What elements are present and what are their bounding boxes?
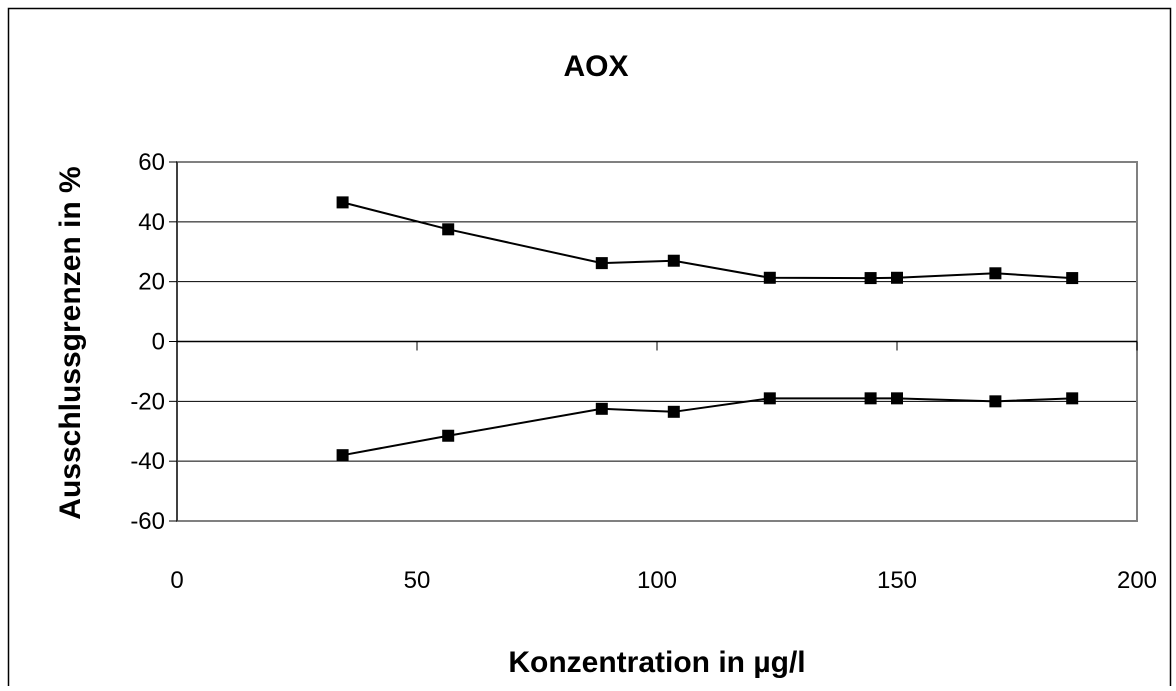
- series-2-point-5: [763, 392, 776, 405]
- y-tick-label: 60: [138, 149, 165, 176]
- series-2-point-1: [336, 449, 349, 462]
- axis-layer: [169, 161, 1138, 522]
- y-tick-label: 0: [152, 329, 165, 356]
- x-tick-label: 100: [637, 567, 677, 594]
- series-2-point-9: [1066, 392, 1079, 405]
- series-2-point-3: [595, 402, 608, 415]
- series-2-point-2: [442, 429, 455, 442]
- series-layer: [336, 196, 1079, 462]
- series-1-point-8: [989, 267, 1002, 280]
- y-tick-label: -20: [130, 388, 165, 415]
- x-tick-label: 200: [1117, 567, 1157, 594]
- x-tick-label: 50: [404, 567, 431, 594]
- y-tick-label: 20: [138, 269, 165, 296]
- x-tick-label: 150: [877, 567, 917, 594]
- series-2-point-6: [864, 392, 877, 405]
- y-tick-label: -60: [130, 508, 165, 535]
- series-1-point-2: [442, 223, 455, 236]
- y-axis-title: Ausschlussgrenzen in %: [54, 166, 87, 519]
- series-2-point-4: [667, 405, 680, 418]
- series-1-point-6: [864, 272, 877, 285]
- x-axis-title: Konzentration in µg/l: [508, 646, 805, 679]
- y-tick-label: -40: [130, 448, 165, 475]
- series-1-point-7: [891, 271, 903, 284]
- series-2-point-8: [989, 395, 1002, 408]
- y-tick-label: 40: [138, 209, 165, 236]
- series-1-point-1: [336, 196, 349, 209]
- series-1-point-5: [763, 271, 776, 284]
- x-tick-label: 0: [170, 567, 183, 594]
- series-2-point-7: [891, 392, 903, 405]
- series-1-point-3: [595, 257, 608, 270]
- chart-area-border: [7, 7, 1172, 691]
- series-1-point-4: [667, 254, 680, 267]
- chart-title: AOX: [563, 50, 628, 83]
- series-1-point-9: [1066, 272, 1079, 285]
